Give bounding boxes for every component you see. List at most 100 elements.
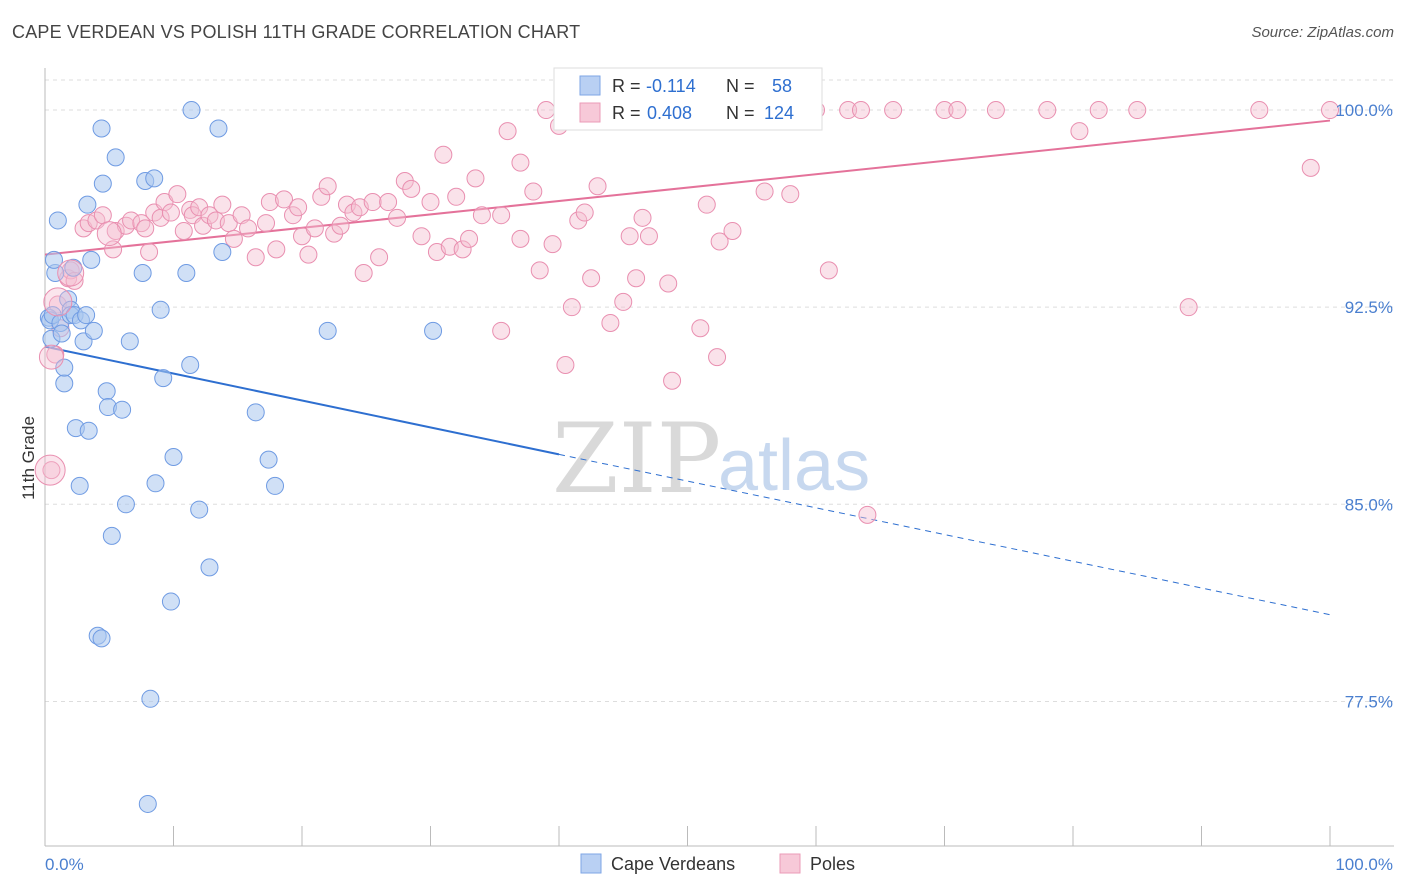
polish-point-108	[884, 101, 903, 120]
polish-point-92	[691, 319, 710, 338]
cape-verdean-point-8	[52, 324, 71, 343]
polish-point-120	[562, 298, 581, 317]
polish-point-33	[232, 206, 251, 225]
polish-point-74	[524, 182, 543, 201]
polish-point-77	[543, 235, 562, 254]
polish-point-13	[116, 216, 135, 235]
polish-point-106	[851, 101, 870, 120]
cape-verdean-point-56	[318, 321, 337, 340]
polish-point-122	[708, 348, 727, 367]
cape-verdean-point-10	[55, 358, 74, 377]
polish-point-76	[537, 101, 556, 120]
cape-verdean-point-45	[164, 448, 183, 466]
polish-point-119	[1321, 101, 1339, 120]
polish-point-101	[781, 185, 800, 204]
cape-verdean-point-6	[48, 211, 67, 230]
cape-verdean-point-27	[93, 174, 112, 193]
polish-point-65	[453, 240, 472, 259]
cape-verdean-point-14	[64, 258, 83, 277]
polish-point-110	[948, 101, 967, 120]
polish-point-123	[663, 371, 682, 390]
polish-trend	[44, 119, 1331, 256]
source-credit: Source: ZipAtlas.com	[1251, 24, 1394, 41]
cape-verdean-point-49	[190, 500, 209, 519]
cape-verdean-point-55	[266, 476, 285, 495]
polish-cluster-point-4	[96, 221, 122, 247]
polish-point-0	[42, 461, 61, 480]
cape-verdean-point-51	[209, 119, 228, 138]
legend-r-label-blue: R =	[612, 76, 641, 96]
watermark-atlas: atlas	[718, 426, 870, 506]
polish-point-99	[755, 182, 774, 201]
cape-verdean-point-57	[424, 321, 443, 340]
polish-point-88	[639, 227, 658, 246]
polish-point-56	[388, 208, 407, 227]
polish-point-48	[331, 216, 350, 235]
cape-verdean-point-23	[82, 250, 101, 269]
polish-point-81	[582, 269, 601, 288]
polish-point-118	[1301, 158, 1320, 177]
cape-verdean-point-40	[146, 474, 165, 493]
polish-point-59	[412, 227, 431, 246]
polish-point-73	[511, 153, 530, 172]
y-tick-label-3: 100.0%	[1335, 101, 1393, 120]
watermark-zip: ZIP	[552, 403, 721, 515]
x-tick-label-0: 0.0%	[45, 855, 84, 874]
grid-lines	[45, 79, 1394, 702]
legend-n-value-pink: 124	[764, 103, 794, 123]
polish-point-38	[267, 240, 286, 259]
cape-verdean-point-35	[120, 332, 139, 351]
polish-point-34	[239, 219, 258, 238]
cape-verdean-point-50	[200, 558, 219, 577]
polish-point-93	[697, 195, 716, 214]
legend: R = -0.114 N = 58 R = 0.408 N = 124	[553, 67, 823, 131]
legend-r-label-pink: R =	[612, 103, 641, 123]
polish-cluster-point-1	[43, 287, 73, 317]
polish-point-116	[1179, 298, 1198, 317]
polish-point-22	[168, 185, 187, 204]
cape-verdean-point-31	[102, 526, 121, 545]
polish-point-105	[839, 101, 858, 120]
cape-verdean-point-48	[182, 101, 201, 120]
polish-point-84	[614, 292, 633, 311]
polish-point-53	[363, 193, 382, 212]
chart-title: CAPE VERDEAN VS POLISH 11TH GRADE CORREL…	[12, 22, 581, 42]
polish-point-20	[155, 193, 174, 212]
axes	[44, 68, 1394, 847]
polish-point-115	[1128, 101, 1147, 120]
polish-point-42	[293, 227, 311, 246]
data-points	[34, 101, 1339, 813]
polish-cluster-point-0	[34, 454, 66, 486]
polish-cluster-point-3	[38, 344, 64, 370]
y-tick-label-2: 92.5%	[1345, 298, 1393, 317]
legend-n-label-blue: N =	[726, 76, 755, 96]
y-axis-label: 11th Grade	[19, 416, 38, 500]
cape-verdean-point-47	[181, 356, 200, 375]
polish-point-83	[601, 313, 620, 332]
polish-point-60	[421, 193, 440, 212]
polish-point-17	[140, 242, 159, 261]
cape-verdean-point-20	[77, 306, 96, 325]
polish-point-46	[318, 177, 337, 196]
polish-point-44	[305, 219, 324, 238]
polish-point-107	[858, 505, 877, 524]
legend-n-label-pink: N =	[726, 103, 755, 123]
polish-point-71	[498, 122, 517, 141]
legend-n-value-blue: 58	[772, 76, 792, 96]
cape-verdean-trend-solid	[44, 345, 560, 456]
polish-point-39	[275, 190, 294, 209]
polish-point-68	[472, 206, 491, 225]
polish-point-23	[174, 221, 193, 240]
polish-point-104	[819, 261, 838, 280]
polish-point-36	[257, 214, 276, 233]
cape-verdean-point-26	[92, 629, 111, 648]
polish-point-35	[246, 248, 265, 267]
polish-point-30	[213, 195, 232, 214]
polish-cluster-point-2	[57, 259, 85, 287]
polish-point-64	[447, 187, 466, 206]
polish-point-69	[492, 321, 511, 340]
polish-point-66	[460, 229, 479, 248]
cape-verdean-point-38	[141, 689, 160, 708]
cape-verdean-point-29	[97, 382, 116, 401]
cape-verdean-point-22	[79, 421, 98, 440]
